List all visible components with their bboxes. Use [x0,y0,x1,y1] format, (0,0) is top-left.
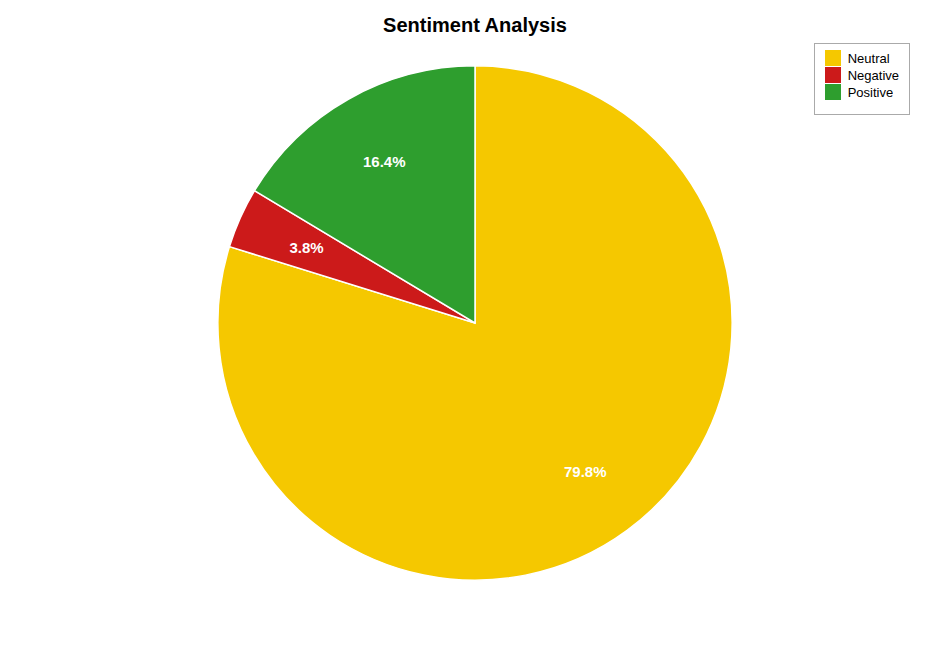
html-text:Negative: Negative [847,67,899,83]
html-text:Sentiment Analysis: Sentiment Analysis [383,14,567,36]
html-text:Positive: Positive [847,84,894,100]
svg-text:3.8%: 3.8% [289,239,323,256]
html-text:Neutral: Neutral [847,50,890,66]
svg-text:16.4%: 16.4% [363,153,406,170]
svg-text:79.8%: 79.8% [564,463,607,480]
